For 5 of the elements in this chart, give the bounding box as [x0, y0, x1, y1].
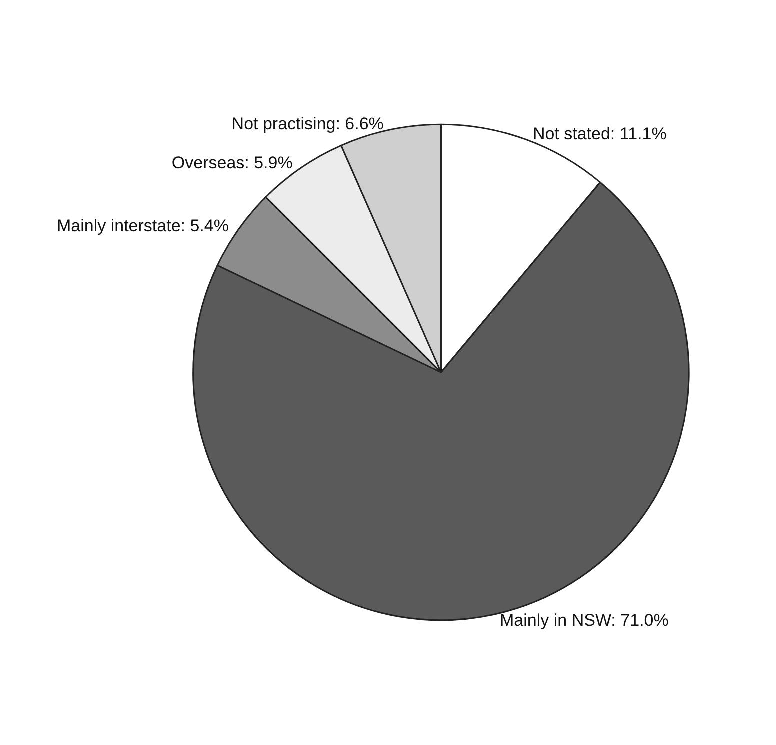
slice-label: Not stated: 11.1%: [532, 124, 667, 144]
slice-label: Overseas: 5.9%: [172, 153, 293, 172]
slice-label: Mainly interstate: 5.4%: [56, 216, 229, 236]
slice-label: Mainly in NSW: 71.0%: [500, 611, 669, 630]
slice-label: Not practising: 6.6%: [232, 114, 384, 134]
